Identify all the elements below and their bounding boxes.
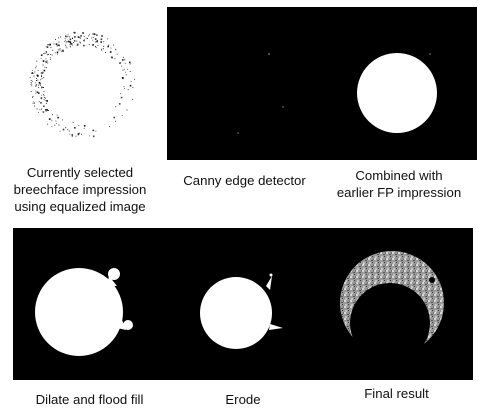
image-dilate-floodfill [13, 228, 166, 380]
caption-1: Currently selected breechface impression… [13, 165, 147, 214]
caption-6: Final result [364, 386, 429, 401]
speckle-ring-image [29, 31, 136, 138]
image-canny-edges [167, 7, 322, 160]
image-combined-fp [322, 7, 477, 160]
caption-5: Erode [225, 392, 261, 407]
caption-3: Combined with earlier FP impression [336, 168, 462, 200]
image-erode [166, 228, 320, 380]
image-final-result [320, 228, 473, 380]
caption-4: Dilate and flood fill [35, 392, 144, 407]
caption-2: Canny edge detector [183, 173, 306, 188]
image-breechface-equalized [6, 4, 158, 154]
